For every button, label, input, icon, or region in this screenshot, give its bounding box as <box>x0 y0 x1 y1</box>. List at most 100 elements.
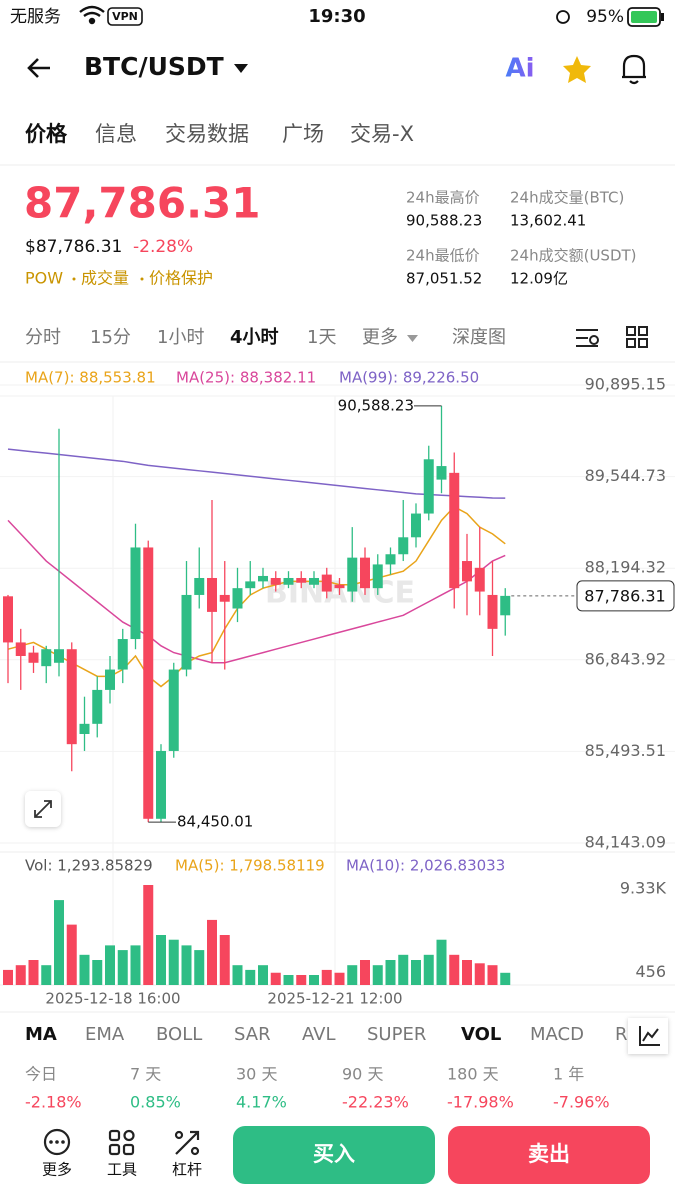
candle-body <box>232 588 243 609</box>
volume-bar <box>41 965 52 985</box>
bell-icon[interactable] <box>622 54 646 85</box>
pair-dropdown[interactable] <box>234 64 248 73</box>
volume-bar <box>500 972 511 985</box>
indicator-tab[interactable]: VOL <box>461 1024 501 1045</box>
buy-label[interactable]: 买入 <box>313 1142 355 1166</box>
indicator-tab[interactable]: AVL <box>302 1024 336 1045</box>
volume-bar <box>245 969 256 985</box>
candle-body <box>449 472 460 589</box>
candle-body <box>245 581 256 589</box>
x-tick-label: 2025-12-21 12:00 <box>267 990 402 1008</box>
vol-legend: MA(10): 2,026.83033 <box>346 857 505 875</box>
interval-tab[interactable]: 分时 <box>25 327 61 348</box>
period-change: -17.98% <box>447 1093 514 1112</box>
layout-icon[interactable] <box>626 326 648 348</box>
more-icon[interactable] <box>43 1128 71 1156</box>
volume-bar <box>15 965 26 985</box>
tools-icon[interactable] <box>108 1129 135 1156</box>
volume-bar <box>143 885 154 985</box>
volume-bar <box>232 965 243 985</box>
interval-tab[interactable]: 4小时 <box>230 327 279 348</box>
candle-body <box>66 649 77 745</box>
carrier: 无服务 <box>10 7 61 27</box>
indicator-tab[interactable]: EMA <box>85 1024 125 1045</box>
y-tick-label: 90,895.15 <box>585 375 666 394</box>
indicator-settings-icon[interactable] <box>628 1018 668 1054</box>
pair-title[interactable]: BTC/USDT <box>84 52 224 81</box>
interval-tab[interactable]: 15分 <box>90 327 131 348</box>
battery-level: 95% <box>586 7 624 27</box>
tag[interactable]: 价格保护 <box>149 269 213 288</box>
candle-body <box>360 557 370 589</box>
ai-button[interactable]: Ai <box>505 54 534 84</box>
period-change: 0.85% <box>130 1093 181 1112</box>
indicator-tab[interactable]: SAR <box>234 1024 271 1045</box>
candle-body <box>156 750 166 819</box>
ma-legend: MA(25): 88,382.11 <box>176 369 316 387</box>
interval-tab[interactable]: 1小时 <box>157 327 204 348</box>
candle-body <box>3 596 13 643</box>
tab[interactable]: 交易-X <box>350 122 414 146</box>
candle-body <box>181 594 192 670</box>
tab[interactable]: 广场 <box>282 122 324 146</box>
volume-bar <box>3 969 13 985</box>
candle-body <box>15 642 26 656</box>
indicator-tab[interactable]: SUPER <box>367 1024 426 1045</box>
y-tick-label: 86,843.92 <box>585 649 666 668</box>
candle-body <box>436 466 447 480</box>
tab[interactable]: 价格 <box>25 122 68 146</box>
sell-label[interactable]: 卖出 <box>528 1142 570 1166</box>
indicator-tab[interactable]: R <box>615 1024 628 1045</box>
volume-bar <box>181 945 192 985</box>
tag[interactable]: POW <box>25 269 63 288</box>
candle-body <box>283 577 294 585</box>
tab[interactable]: 信息 <box>95 122 137 146</box>
tab[interactable]: 交易数据 <box>165 122 249 146</box>
period-change: 4.17% <box>236 1093 287 1112</box>
last-price-label: 87,786.31 <box>584 586 665 605</box>
x-tick-label: 2025-12-18 16:00 <box>45 990 180 1008</box>
volume-bar <box>436 939 447 985</box>
tag[interactable]: 成交量 <box>81 269 129 288</box>
more-dropdown[interactable] <box>407 335 418 342</box>
period-label: 1 年 <box>553 1065 584 1084</box>
interval-tab[interactable]: 更多 <box>362 327 398 348</box>
volume-bar <box>474 963 485 985</box>
interval-tab[interactable]: 1天 <box>307 327 336 348</box>
volume-bar <box>79 954 90 985</box>
volume-bar <box>309 975 319 985</box>
volume-bar <box>130 945 141 985</box>
back-button[interactable] <box>27 58 50 78</box>
candle-body <box>296 577 307 583</box>
candle-body <box>411 513 421 538</box>
candle-body <box>143 547 154 819</box>
stat-label: 24h最高价 <box>406 189 480 207</box>
indicator-tab[interactable]: MACD <box>530 1024 584 1045</box>
expand-button[interactable] <box>25 791 61 827</box>
volume-bar <box>296 975 307 985</box>
candle-body <box>321 574 332 592</box>
clock: 19:30 <box>308 6 365 27</box>
indicator-tab[interactable]: BOLL <box>156 1024 202 1045</box>
favorite-star[interactable] <box>563 56 591 83</box>
usd-price: $87,786.31 <box>25 237 122 257</box>
volume-bar <box>372 965 383 985</box>
period-label: 今日 <box>25 1065 57 1084</box>
period-change: -2.18% <box>25 1093 82 1112</box>
tool-label[interactable]: 更多 <box>42 1161 72 1179</box>
indicator-tab[interactable]: MA <box>25 1024 57 1045</box>
chart-settings-icon[interactable] <box>576 329 599 347</box>
volume-bar <box>28 960 39 985</box>
tool-label[interactable]: 工具 <box>107 1161 137 1179</box>
candle-body <box>309 577 319 585</box>
leverage-icon[interactable] <box>174 1130 200 1156</box>
vol-legend: Vol: 1,293.85829 <box>25 857 153 875</box>
high-label: 90,588.23 <box>338 396 414 414</box>
buy-button[interactable] <box>233 1126 435 1184</box>
vpn-label: VPN <box>112 10 138 23</box>
interval-tab[interactable]: 深度图 <box>452 327 506 348</box>
vol-tick-label: 456 <box>635 962 666 981</box>
sell-button[interactable] <box>448 1126 650 1184</box>
tool-label[interactable]: 杠杆 <box>172 1161 202 1179</box>
stat-value: 13,602.41 <box>510 212 586 230</box>
